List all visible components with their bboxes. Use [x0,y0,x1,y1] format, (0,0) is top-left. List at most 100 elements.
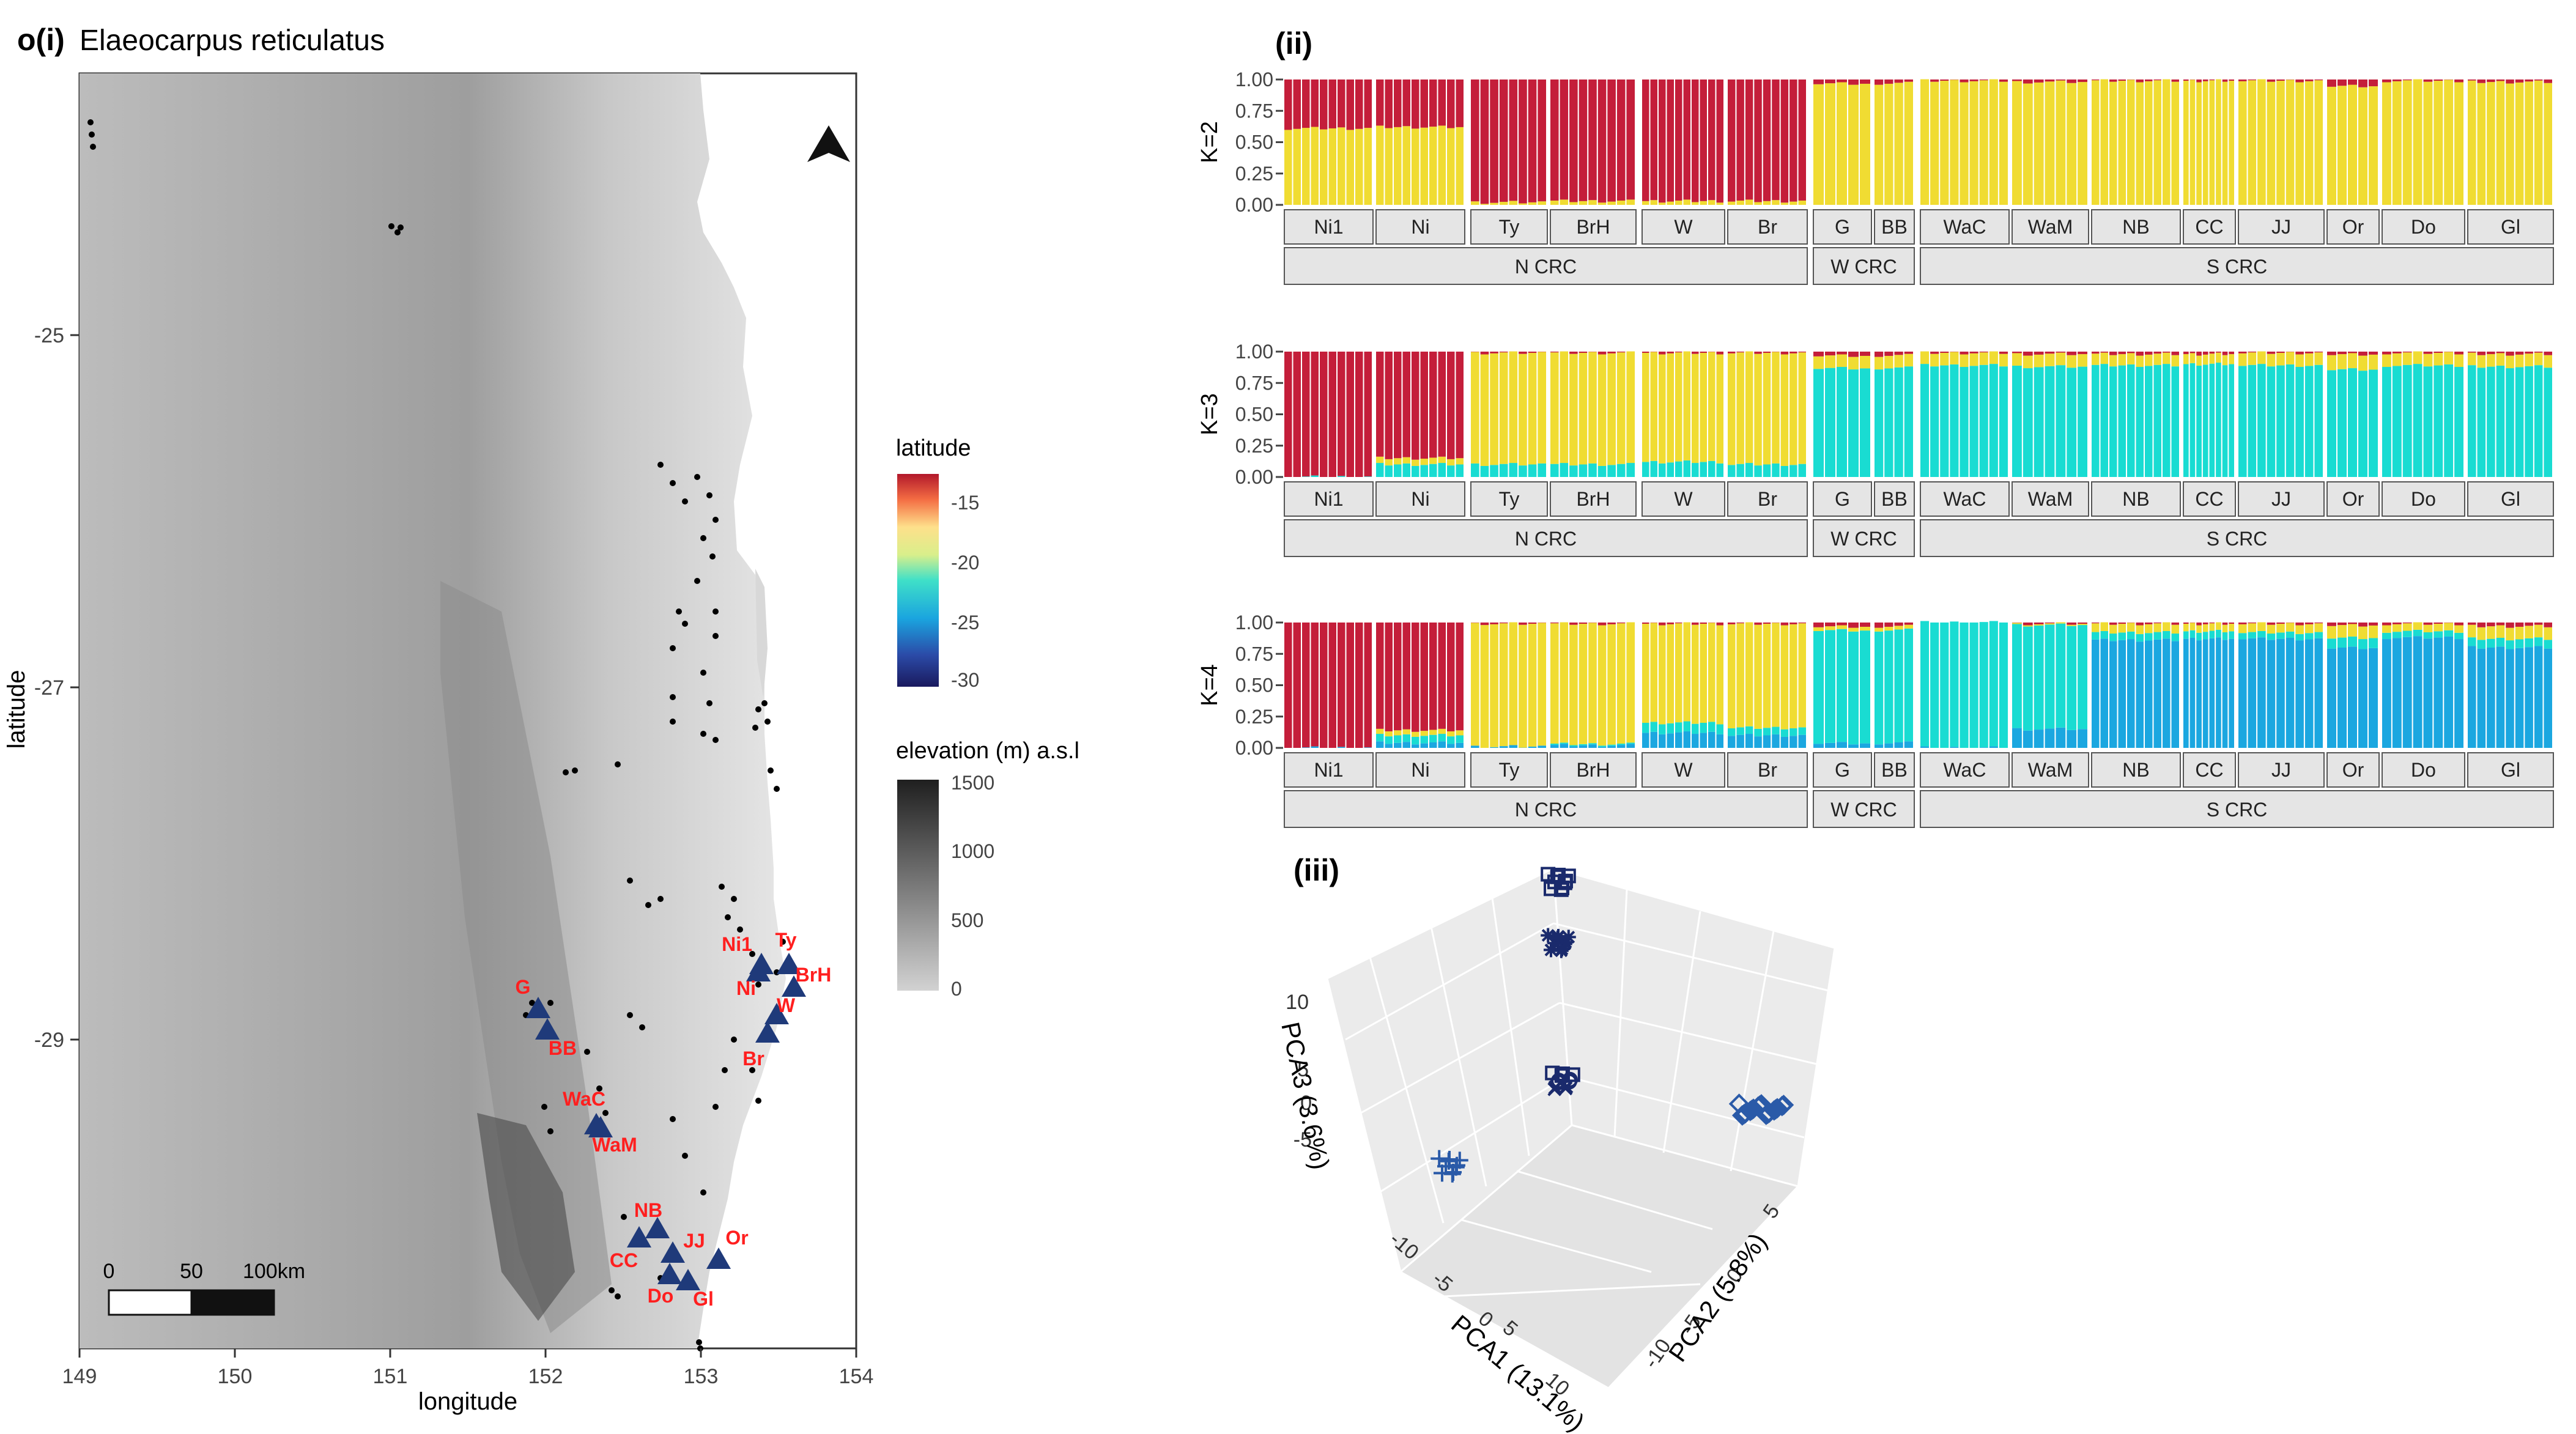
structure-bar-segment [2468,637,2476,646]
structure-bar-segment [1716,625,1723,725]
structure-bar-segment [2238,81,2247,205]
map-x-label: longitude [418,1388,517,1415]
structure-bar-segment [1667,723,1674,734]
structure-bar-segment [2023,368,2033,477]
structure-bar-segment [2434,623,2443,624]
structure-bar-segment [1490,623,1498,624]
occurrence-point [764,719,771,725]
structure-bar-segment [1763,735,1771,748]
structure-bar-segment [2358,352,2367,356]
structure-bar-segment [1716,623,1723,626]
structure-bar-segment [1569,465,1578,477]
structure-bar-segment [2171,79,2179,82]
structure-bar-segment [2487,366,2495,477]
population-strip [2326,481,2380,517]
structure-bar-segment [1940,352,1949,353]
structure-bar-segment [1607,352,1616,353]
population-label-ty: Ty [1499,488,1520,510]
structure-bar-segment [1920,364,1930,477]
pca3-tick-label: 0 [1300,1092,1312,1115]
latitude-legend-tick-label: -30 [951,669,979,691]
elevation-legend-tick-label: 0 [951,978,962,1000]
occurrence-point [563,769,569,775]
structure-bar-segment [2369,369,2378,477]
structure-bar-segment [2034,352,2044,355]
structure-bar-segment [2257,79,2266,205]
structure-bar-segment [2392,353,2402,366]
structure-bar-segment [1894,623,1903,626]
site-label-cc: CC [610,1249,638,1271]
structure-bar-segment [2127,364,2135,477]
structure-bar-segment [1790,79,1797,202]
structure-bar-segment [1293,352,1301,477]
structure-bar-segment [2337,352,2347,355]
structure-bar-segment [2248,79,2257,81]
structure-bar-segment [1659,623,1666,626]
structure-bar-segment [2295,623,2304,626]
structure-bar-segment [1385,352,1393,459]
structure-bar-segment [1763,624,1771,728]
structure-bar-segment [2127,79,2135,205]
structure-bar-segment [1745,734,1753,748]
structure-bar-segment [1708,722,1715,732]
structure-bar-segment [2196,640,2202,748]
structure-bar-segment [2314,632,2323,638]
structure-bar-segment [1763,353,1771,465]
structure-bar-segment [1447,731,1455,737]
structure-bar-segment [1790,736,1797,748]
structure-bar-segment [2171,366,2179,477]
structure-bar-segment [1683,199,1690,205]
structure-bar-segment [1736,352,1744,464]
occurrence-point [645,902,651,908]
region-label-s-crc: S CRC [2207,256,2268,278]
pca-points [1430,867,1794,1183]
elevation-legend-tick-label: 1500 [951,772,994,794]
structure-bar-segment [2238,79,2247,81]
structure-bar-segment [1438,741,1446,748]
structure-bar-segment [1338,79,1345,128]
structure-y-tick-label: 0.75 [1235,643,1273,665]
structure-bar-segment [2267,81,2276,205]
structure-bar-segment [2506,355,2514,369]
structure-bar-segment [1490,202,1498,205]
structure-bar-segment [1550,352,1559,464]
elevation-legend-tick-label: 1000 [951,840,994,862]
structure-bar-segment [1790,623,1797,624]
structure-bar-segment [1920,746,1930,748]
structure-y-tick-label: 1.00 [1235,68,1273,91]
structure-bar-segment [2515,623,2524,627]
structure-bar-segment [2012,365,2022,477]
structure-bar-segment [2229,81,2234,205]
structure-bar-segment [2092,352,2100,354]
region-strip [1920,247,2554,285]
structure-bar-segment [2337,369,2347,477]
structure-bar-segment [2525,81,2533,205]
structure-bar-segment [2337,625,2347,638]
occurrence-point [584,1049,590,1055]
structure-bar-segment [2276,365,2285,477]
structure-bar-segment [1780,623,1789,626]
population-strip [1920,752,2010,788]
population-strip [2326,209,2380,245]
structure-bar-segment [2304,352,2314,353]
structure-bar-segment [2369,648,2378,748]
structure-bar-segment [1754,736,1762,748]
structure-bar-segment [1798,734,1806,748]
population-strip [2091,209,2181,245]
structure-bar-segment [1798,464,1806,477]
pca-point [1550,869,1565,884]
structure-bar-segment [1813,630,1824,744]
structure-bar-segment [2382,354,2391,368]
structure-bar-segment [1412,731,1419,737]
population-label-wam: WaM [2028,216,2073,238]
structure-bar-segment [2248,638,2257,748]
pca-gridline [1461,1219,1652,1273]
pca-point [1547,936,1562,951]
structure-bar-segment [2136,82,2144,205]
structure-bar-segment [2276,353,2285,366]
population-strip [2091,481,2181,517]
structure-bar-segment [2285,79,2295,205]
structure-bar-segment [2468,365,2476,477]
pca-gridline [1345,922,1554,1041]
population-label-nb: NB [2122,759,2149,781]
